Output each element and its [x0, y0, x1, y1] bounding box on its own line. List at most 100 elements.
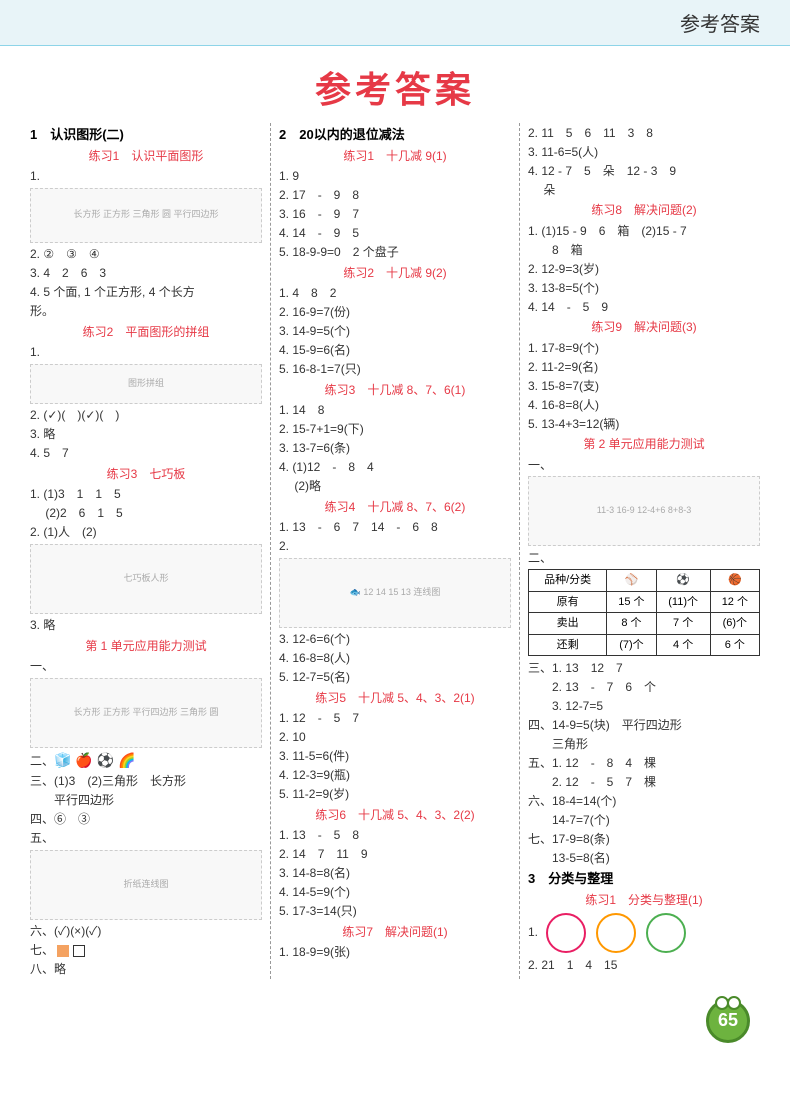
tangram-figure: 七巧板人形	[30, 544, 262, 614]
practice-3-1-title: 练习1 分类与整理(1)	[528, 891, 760, 909]
practice-2-5-title: 练习5 十几减 5、4、3、2(1)	[279, 689, 511, 707]
practice-2-1-title: 练习1 十几减 9(1)	[279, 147, 511, 165]
table-cell: (7)个	[607, 634, 656, 656]
table-header: ⚽	[656, 570, 710, 592]
answer-line: 2. 11 5 6 11 3 8	[528, 123, 760, 142]
answer-line: 3. 12-6=6(个)	[279, 630, 511, 649]
practice-2-4-title: 练习4 十几减 8、7、6(2)	[279, 498, 511, 516]
table-cell: 卖出	[529, 613, 607, 635]
answer-line: 3. 略	[30, 616, 262, 635]
shapes-matching-diagram: 长方形 正方形 三角形 圆 平行四边形	[30, 188, 262, 243]
cake-icon	[596, 913, 636, 953]
answer-line: (2)2 6 1 5	[30, 504, 262, 523]
answer-line: 2. 13 - 7 6 个	[528, 677, 760, 696]
answer-line: 2. 14 7 11 9	[279, 845, 511, 864]
answer-line: 8 箱	[528, 240, 760, 259]
column-3: 2. 11 5 6 11 3 8 3. 11-6=5(人) 4. 12 - 7 …	[519, 123, 760, 979]
answer-line: 三角形	[528, 734, 760, 753]
fish-matching-diagram: 🐟 12 14 15 13 连线图	[279, 558, 511, 628]
answer-line: 3. 4 2 6 3	[30, 264, 262, 283]
answer-line: 2. 12 - 5 7 棵	[528, 772, 760, 791]
shape-combine-diagram: 图形拼组	[30, 364, 262, 404]
answer-line: 二、	[528, 548, 760, 567]
answer-line: 1. 17-8=9(个)	[528, 338, 760, 357]
answer-line: 3. 16 - 9 7	[279, 205, 511, 224]
table-cell: 15 个	[607, 591, 656, 613]
answer-line: 3. 15-8=7(支)	[528, 376, 760, 395]
answer-line: 4. 15-9=6(名)	[279, 341, 511, 360]
answer-line: 1. (1)15 - 9 6 箱 (2)15 - 7	[528, 221, 760, 240]
practice-2-7-title: 练习7 解决问题(1)	[279, 923, 511, 941]
section-1-title: 1 认识图形(二)	[30, 125, 262, 145]
answer-line: 3. 14-8=8(名)	[279, 864, 511, 883]
answer-line: 2. 12-9=3(岁)	[528, 259, 760, 278]
answer-line: 2. 21 1 4 15	[528, 956, 760, 975]
answer-line: 4. 5 个面, 1 个正方形, 4 个长方	[30, 283, 262, 302]
answer-line: 2. (✓)( )(✓)( )	[30, 406, 262, 425]
answer-line: 13-5=8(名)	[528, 848, 760, 867]
answer-line: 三、(1)3 (2)三角形 长方形	[30, 772, 262, 791]
answer-line: 1. 9	[279, 167, 511, 186]
answer-line: 四、⑥ ③	[30, 810, 262, 829]
answer-line: 1.	[30, 167, 262, 186]
table-cell: 7 个	[656, 613, 710, 635]
column-2: 2 20以内的退位减法 练习1 十几减 9(1) 1. 9 2. 17 - 9 …	[270, 123, 511, 979]
answer-line: 4. 5 7	[30, 444, 262, 463]
answer-line: 一、	[528, 455, 760, 474]
fold-diagram: 折纸连线图	[30, 850, 262, 920]
answer-line: 五、	[30, 829, 262, 848]
answer-line: 14-7=7(个)	[528, 810, 760, 829]
answer-line: 四、14-9=5(块) 平行四边形	[528, 715, 760, 734]
answer-line: 八、略	[30, 960, 262, 979]
answer-line: 4. 14-5=9(个)	[279, 883, 511, 902]
answer-line: 4. 14 - 9 5	[279, 224, 511, 243]
practice-1-2-title: 练习2 平面图形的拼组	[30, 323, 262, 341]
answer-line: 3. 11-6=5(人)	[528, 142, 760, 161]
section-3-title: 3 分类与整理	[528, 869, 760, 889]
table-cell: 原有	[529, 591, 607, 613]
answer-line: 二、🧊 🍎 ⚽ 🌈	[30, 750, 262, 772]
section-2-title: 2 20以内的退位减法	[279, 125, 511, 145]
answer-line: 5. 17-3=14(只)	[279, 902, 511, 921]
unit1-test-title: 第 1 单元应用能力测试	[30, 637, 262, 655]
practice-2-2-title: 练习2 十几减 9(2)	[279, 264, 511, 282]
answer-line: 1.	[30, 343, 262, 362]
answer-line: 3. 12-7=5	[528, 696, 760, 715]
watermelon-icon	[646, 913, 686, 953]
header-title: 参考答案	[680, 14, 760, 36]
practice-2-3-title: 练习3 十几减 8、7、6(1)	[279, 381, 511, 399]
table-cell: 12 个	[710, 591, 759, 613]
table-cell: 4 个	[656, 634, 710, 656]
answer-line: 3. 11-5=6(件)	[279, 747, 511, 766]
answer-line: 三、1. 13 12 7	[528, 658, 760, 677]
main-title: 参考答案	[0, 46, 790, 123]
answer-line: 4. 16-8=8(人)	[279, 649, 511, 668]
answer-line: 七、17-9=8(条)	[528, 829, 760, 848]
unit2-test-title: 第 2 单元应用能力测试	[528, 435, 760, 453]
answer-line: 1. 13 - 5 8	[279, 826, 511, 845]
answer-line: 一、	[30, 657, 262, 676]
practice-2-6-title: 练习6 十几减 5、4、3、2(2)	[279, 806, 511, 824]
answer-line: 4. 14 - 5 9	[528, 297, 760, 316]
answer-line: 5. 16-8-1=7(只)	[279, 360, 511, 379]
answer-line: 平行四边形	[30, 791, 262, 810]
answer-line: 2. 17 - 9 8	[279, 186, 511, 205]
answer-line: 2.	[279, 537, 511, 556]
table-header: 🏀	[710, 570, 759, 592]
answer-line: 1. 14 8	[279, 401, 511, 420]
answer-line: 1. 18-9=9(张)	[279, 943, 511, 962]
answer-line: 3. 13-8=5(个)	[528, 278, 760, 297]
practice-1-3-title: 练习3 七巧板	[30, 465, 262, 483]
flower-icon	[546, 913, 586, 953]
answer-line: 4. (1)12 - 8 4	[279, 458, 511, 477]
page-number-container: 65	[0, 999, 790, 1053]
answer-line: 2. ② ③ ④	[30, 245, 262, 264]
sports-table: 品种/分类 ⚾ ⚽ 🏀 原有 15 个 (11)个 12 个 卖出 8 个 7 …	[528, 569, 760, 656]
table-cell: 8 个	[607, 613, 656, 635]
answer-line: 2. 10	[279, 728, 511, 747]
flower-match-diagram: 11-3 16-9 12-4+6 8+8-3	[528, 476, 760, 546]
answer-line: 形。	[30, 302, 262, 321]
answer-line: 朵	[528, 180, 760, 199]
answer-line: 4. 12 - 7 5 朵 12 - 3 9	[528, 161, 760, 180]
answer-line: 1.	[528, 911, 760, 956]
